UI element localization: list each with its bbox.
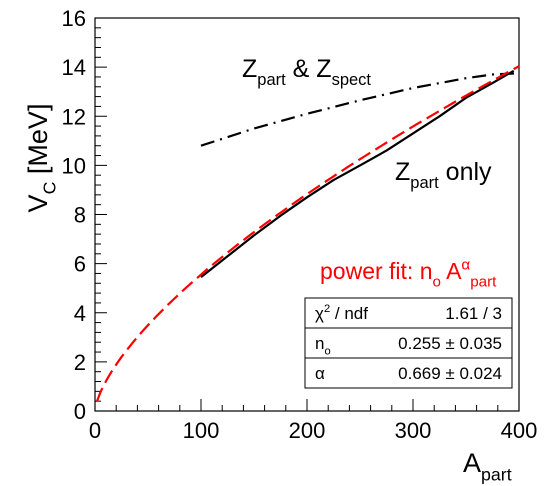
stats-param-name: α bbox=[315, 364, 325, 383]
y-tick-label: 0 bbox=[74, 399, 86, 424]
x-tick-label: 300 bbox=[395, 418, 432, 443]
power-fit-curve bbox=[96, 65, 520, 402]
stats-param-name: χ2 / ndf bbox=[315, 303, 368, 323]
y-tick-label: 4 bbox=[74, 301, 86, 326]
axis-ticks bbox=[94, 17, 520, 412]
fit-stats-box: χ2 / ndf 1.61 / 3 no 0.255 ± 0.035 α 0.669 ± … bbox=[304, 297, 513, 389]
x-tick-label: 100 bbox=[183, 418, 220, 443]
data-curves bbox=[96, 65, 520, 402]
y-tick-label: 8 bbox=[74, 203, 86, 228]
stats-box-frame bbox=[304, 297, 513, 389]
z-part-spect-label: Zpart & Zspect bbox=[242, 55, 371, 89]
y-tick-label: 14 bbox=[62, 55, 86, 80]
power-fit-label: power fit: no Aαpart bbox=[320, 256, 497, 290]
x-tick-label: 0 bbox=[89, 418, 101, 443]
y-tick-label: 16 bbox=[62, 6, 86, 31]
y-axis-label: VC [MeV] bbox=[23, 104, 60, 213]
y-tick-label: 2 bbox=[74, 350, 86, 375]
stats-param-value: 0.255 ± 0.035 bbox=[398, 334, 502, 353]
z-part-spect-curve bbox=[200, 72, 520, 147]
z-part-only-curve bbox=[200, 69, 515, 278]
stats-param-name: no bbox=[315, 334, 331, 357]
stats-param-value: 1.61 / 3 bbox=[445, 304, 502, 323]
y-tick-label: 10 bbox=[62, 153, 86, 178]
annotations: Zpart & Zspect Zpart only power fit: no Aα… bbox=[242, 55, 497, 290]
x-tick-label: 200 bbox=[289, 418, 326, 443]
x-tick-label: 400 bbox=[501, 418, 538, 443]
x-axis-label: Apart bbox=[463, 448, 512, 485]
y-tick-label: 6 bbox=[74, 252, 86, 277]
z-part-only-label: Zpart only bbox=[395, 158, 492, 192]
stats-param-value: 0.669 ± 0.024 bbox=[398, 364, 502, 383]
axis-tick-labels: 0 100 200 300 400 0 2 4 6 8 10 12 14 16 bbox=[62, 6, 538, 443]
y-tick-label: 12 bbox=[62, 104, 86, 129]
